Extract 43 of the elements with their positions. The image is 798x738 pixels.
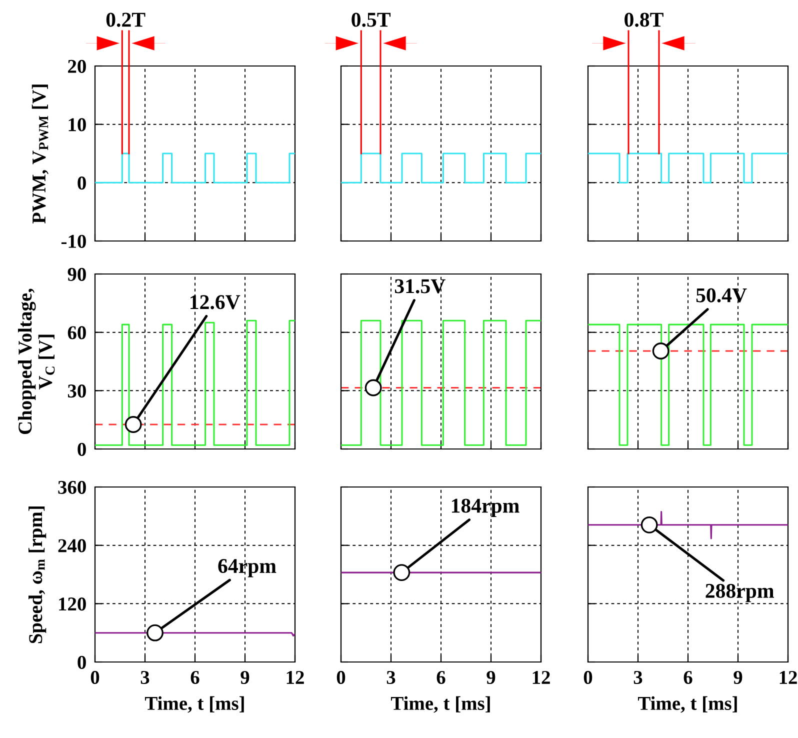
y-tick-label: 0 [78,442,86,456]
text: 0.8T [624,12,664,27]
y-tick-label: 10 [68,118,86,132]
annotation: 12.6V [190,295,240,310]
x-tick-label: 12 [532,670,550,684]
x-tick-label: 12 [286,670,304,684]
annotation: 64rpm [218,559,276,578]
x-axis-title: Time, t [ms] [390,696,490,713]
y-tick-label: 20 [68,60,86,73]
x-tick-label: 9 [486,670,496,684]
y-tick-label: 360 [58,480,86,494]
y-tick-label: 0 [78,176,86,190]
x-tick-label: 9 [240,670,250,684]
x-tick-label: 12 [780,670,797,684]
y-axis-title: PWM, V$_{PWM}$ [V] [32,84,48,224]
x-tick-label: 6 [190,670,200,684]
text: 0.2T [106,12,146,27]
y-tick-label: 240 [58,539,86,552]
y-tick-label: 30 [68,384,86,398]
annotation: 184rpm [452,498,520,517]
y-tick-label: 60 [68,326,86,340]
annotation: 288rpm [706,584,774,602]
annotation: 50.4V [696,288,747,302]
annotation: 31.5V [394,279,446,294]
x-tick-label: 0 [336,670,346,684]
x-tick-label: 3 [386,670,396,684]
x-axis-title: Time, t [ms] [144,696,244,713]
x-tick-label: 0 [584,670,592,684]
y-tick-label: 0 [78,656,86,669]
x-axis-title: Time, t [ms] [638,696,737,713]
y-axis-title: Speed, ω$_{m}$ [rpm] [28,506,46,644]
x-tick-label: 6 [436,670,446,684]
x-tick-label: 3 [140,670,150,684]
text: 0.5T [352,12,390,27]
y-tick-label: 90 [68,268,86,281]
x-tick-label: 9 [734,670,742,684]
x-tick-label: 6 [684,670,692,684]
x-tick-label: 3 [634,670,642,684]
y-tick-label: 120 [59,597,86,611]
line-series [95,320,295,446]
x-tick-label: 0 [90,670,100,684]
y-tick-label: -10 [61,234,86,248]
y-axis-title: Chopped Voltage, V$_{C}$ [V] [18,288,55,434]
